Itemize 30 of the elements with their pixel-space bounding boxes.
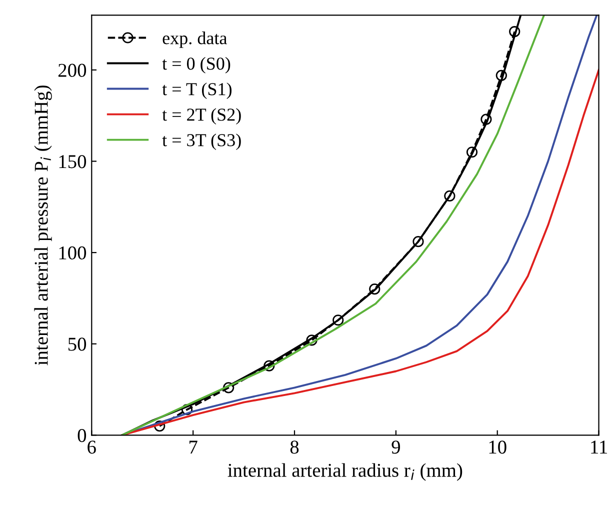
legend-label: t = 2T (S2) — [162, 108, 241, 124]
legend-label: t = T (S1) — [162, 82, 232, 99]
x-tick-label: 10 — [489, 440, 506, 454]
point — [466, 146, 478, 158]
point — [496, 70, 507, 81]
y-tick-label: 0 — [78, 428, 86, 442]
point — [223, 382, 234, 394]
point — [509, 26, 520, 38]
y-tick-label: 200 — [58, 64, 86, 77]
x-tick-label: 8 — [290, 440, 299, 454]
x-tick-label: 6 — [88, 440, 96, 454]
y-tick-label: 100 — [59, 246, 86, 260]
x-axis-title: internal arterial radius r$_{i}$ (mm) — [228, 463, 462, 481]
legend-label: t = 0 (S0) — [162, 57, 230, 74]
point — [369, 284, 380, 295]
x-tick-label: 11 — [591, 440, 607, 454]
point — [480, 114, 492, 125]
legend-label: t = 3T (S3) — [162, 134, 241, 150]
point — [332, 314, 344, 326]
legend-label: exp. data — [162, 32, 227, 48]
y-tick-label: 150 — [59, 155, 86, 168]
y-axis-title: internal arterial pressure P$_{i}$ (mmHg) — [34, 86, 52, 366]
point — [154, 420, 166, 432]
x-tick-label: 9 — [392, 440, 400, 454]
point — [444, 190, 456, 202]
point — [306, 334, 318, 346]
point — [264, 360, 275, 372]
y-tick-label: 50 — [68, 338, 86, 351]
point — [412, 236, 424, 248]
x-tick-label: 7 — [189, 440, 198, 454]
